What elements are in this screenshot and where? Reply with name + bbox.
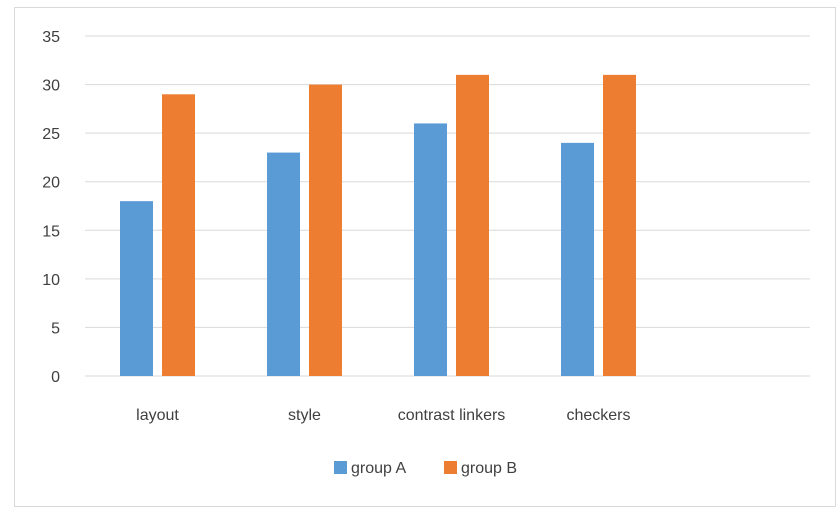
x-tick-label: style <box>288 407 321 424</box>
bar-group-b-contrast-linkers <box>456 74 489 376</box>
y-tick-label: 35 <box>42 29 60 46</box>
gridlines <box>85 35 810 377</box>
bar-group-a-layout <box>120 201 153 376</box>
y-tick-label: 25 <box>42 126 60 143</box>
bar-group-b-layout <box>162 94 195 377</box>
x-axis-tick-labels: layout style contrast linkers checkers <box>136 407 630 424</box>
y-tick-label: 10 <box>42 272 60 289</box>
legend-swatch-group-a <box>334 461 347 474</box>
x-tick-label: layout <box>136 407 179 424</box>
bars <box>120 74 636 377</box>
bar-group-b-checkers <box>603 74 636 376</box>
y-axis-tick-labels: 0 5 10 15 20 25 30 35 <box>42 29 60 386</box>
y-tick-label: 20 <box>42 175 60 192</box>
legend-swatch-group-b <box>444 461 457 474</box>
bar-group-a-contrast-linkers <box>414 123 447 376</box>
bar-group-a-style <box>267 152 300 376</box>
bar-group-a-checkers <box>561 142 594 376</box>
bar-group-b-style <box>309 84 342 377</box>
legend-label: group A <box>351 460 406 477</box>
y-tick-label: 5 <box>51 320 60 337</box>
x-tick-label: contrast linkers <box>398 407 506 424</box>
x-tick-label: checkers <box>566 407 630 424</box>
y-tick-label: 30 <box>42 78 60 95</box>
y-tick-label: 15 <box>42 223 60 240</box>
y-tick-label: 0 <box>51 369 60 386</box>
legend: group A group B <box>334 460 517 477</box>
legend-label: group B <box>461 460 517 477</box>
